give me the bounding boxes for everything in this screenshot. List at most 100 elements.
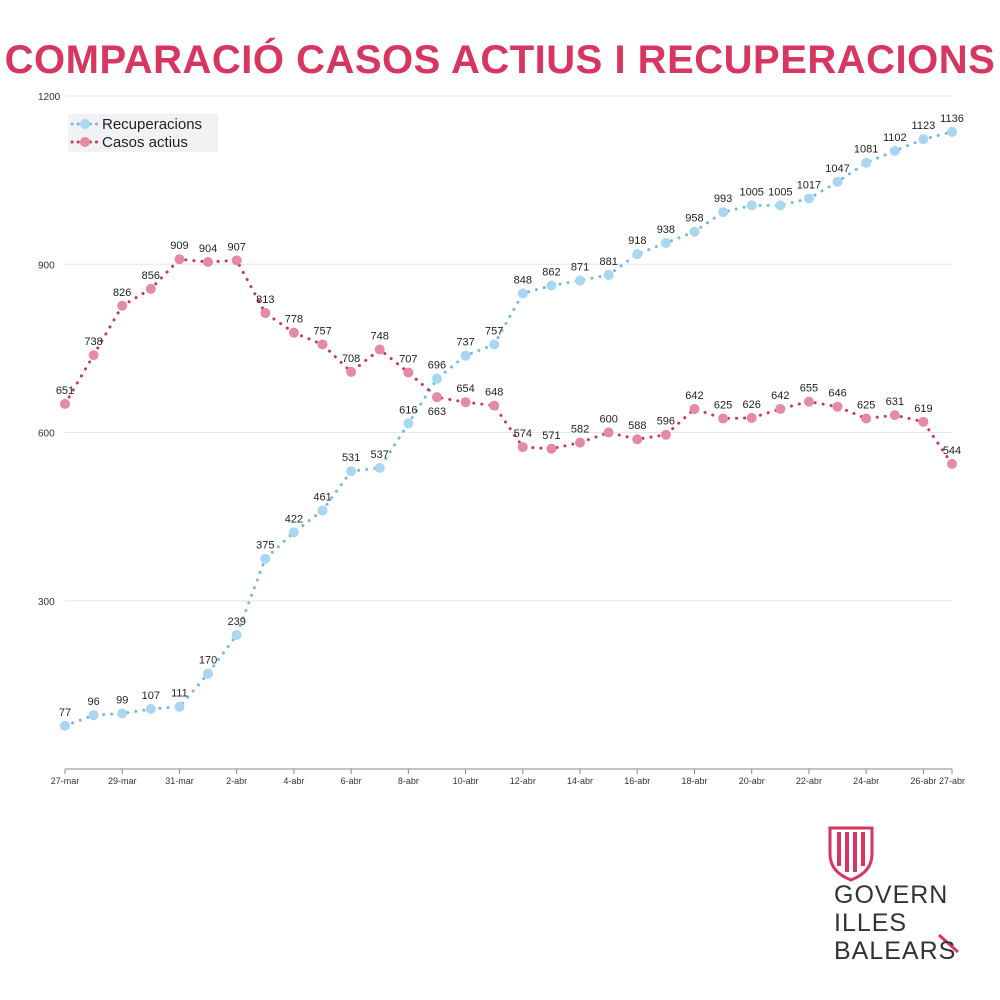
data-point-casos-actius <box>947 458 957 469</box>
data-label-casos-actius: 588 <box>628 420 646 432</box>
data-point-casos-actius <box>603 427 614 438</box>
data-label-casos-actius: 738 <box>84 336 102 348</box>
data-label-casos-actius: 757 <box>313 325 331 337</box>
legend-label-casos-actius: Casos actius <box>102 134 188 151</box>
data-label-recuperacions: 1081 <box>854 144 878 156</box>
data-label-recuperacions: 958 <box>685 213 703 225</box>
chart-title: COMPARACIÓ CASOS ACTIUS I RECUPERACIONS <box>4 38 996 82</box>
x-tick-label: 26-abr <box>910 776 936 786</box>
series-line-recuperacions <box>63 130 954 728</box>
balearic-coat-of-arms-icon <box>828 826 874 882</box>
data-point-casos-actius <box>117 300 128 311</box>
data-point-casos-actius <box>346 366 357 377</box>
series-layer <box>60 126 957 731</box>
x-tick-label: 12-abr <box>510 776 536 786</box>
data-label-recuperacions: 1102 <box>883 132 907 144</box>
data-point-recuperacions <box>832 176 843 187</box>
data-label-casos-actius: 826 <box>113 287 131 299</box>
data-point-casos-actius <box>317 339 328 350</box>
data-label-casos-actius: 907 <box>227 241 245 253</box>
data-point-recuperacions <box>803 193 814 204</box>
data-label-casos-actius: 625 <box>857 399 875 411</box>
data-point-recuperacions <box>718 207 729 218</box>
data-point-recuperacions <box>775 200 786 211</box>
data-label-recuperacions: 848 <box>514 274 532 286</box>
data-label-recuperacions: 537 <box>371 449 389 461</box>
data-point-casos-actius <box>660 429 671 440</box>
data-label-recuperacions: 1047 <box>825 163 849 175</box>
data-point-casos-actius <box>489 400 500 411</box>
data-label-casos-actius: 813 <box>256 294 274 306</box>
axes: 300 600 900 1200 27-mar 29-mar 31-mar 2-abr 4-ab… <box>38 92 965 786</box>
data-point-casos-actius <box>403 367 414 378</box>
data-label-recuperacions: 170 <box>199 655 217 667</box>
y-tick-label: 1200 <box>38 92 61 103</box>
data-point-recuperacions <box>947 126 957 137</box>
x-tick-label: 6-abr <box>341 776 362 786</box>
data-label-casos-actius: 708 <box>342 353 360 365</box>
data-point-casos-actius <box>632 434 643 445</box>
series-recuperacions <box>60 126 957 731</box>
data-label-casos-actius: 654 <box>456 383 474 395</box>
data-label-recuperacions: 871 <box>571 262 589 274</box>
series-line-casos-actius <box>63 257 954 466</box>
data-label-casos-actius: 619 <box>914 403 932 415</box>
data-point-recuperacions <box>460 350 471 361</box>
data-label-recuperacions: 99 <box>116 694 128 706</box>
data-label-recuperacions: 737 <box>456 337 474 349</box>
x-tick-label: 20-abr <box>739 776 765 786</box>
govern-logo <box>828 826 960 954</box>
data-point-casos-actius <box>60 398 70 409</box>
y-tick-label: 600 <box>38 429 55 440</box>
data-label-casos-actius: 663 <box>428 406 446 418</box>
data-point-recuperacions <box>889 145 900 156</box>
x-tick-label: 31-mar <box>165 776 194 786</box>
data-point-recuperacions <box>60 720 70 731</box>
data-point-casos-actius <box>775 403 786 414</box>
x-tick-label: 8-abr <box>398 776 419 786</box>
data-point-casos-actius <box>88 350 99 361</box>
data-label-casos-actius: 625 <box>714 399 732 411</box>
data-label-casos-actius: 904 <box>199 243 217 255</box>
data-point-casos-actius <box>546 443 557 454</box>
logo-line-illes: ILLES <box>834 909 908 937</box>
data-label-casos-actius: 544 <box>943 445 961 457</box>
data-point-recuperacions <box>517 288 528 299</box>
data-label-casos-actius: 600 <box>599 414 617 426</box>
logo-line-balears: BALEARS <box>834 937 957 965</box>
data-point-casos-actius <box>231 255 242 266</box>
data-point-recuperacions <box>660 237 671 248</box>
data-point-casos-actius <box>575 437 586 448</box>
data-point-recuperacions <box>632 249 643 260</box>
data-label-recuperacions: 111 <box>171 688 188 700</box>
data-point-casos-actius <box>718 413 729 424</box>
data-label-recuperacions: 1005 <box>739 186 763 198</box>
data-point-recuperacions <box>918 134 929 145</box>
data-label-recuperacions: 938 <box>657 224 675 236</box>
data-label-casos-actius: 626 <box>743 399 761 411</box>
data-label-recuperacions: 422 <box>285 513 303 525</box>
data-label-casos-actius: 778 <box>285 314 303 326</box>
data-label-recuperacions: 757 <box>485 325 503 337</box>
data-label-casos-actius: 648 <box>485 387 503 399</box>
x-tick-label: 27-mar <box>51 776 80 786</box>
data-label-casos-actius: 707 <box>399 353 417 365</box>
line-chart: 300 600 900 1200 27-mar 29-mar 31-mar 2-abr 4-ab… <box>38 92 965 786</box>
data-label-recuperacions: 107 <box>142 690 160 702</box>
data-point-recuperacions <box>260 553 271 564</box>
data-point-recuperacions <box>374 462 385 473</box>
data-point-recuperacions <box>546 280 557 291</box>
data-point-recuperacions <box>88 710 99 721</box>
data-label-recuperacions: 239 <box>227 616 245 628</box>
data-label-casos-actius: 655 <box>800 383 818 395</box>
data-point-recuperacions <box>689 226 700 237</box>
logo-slash <box>937 933 960 954</box>
x-tick-label: 22-abr <box>796 776 822 786</box>
data-label-recuperacions: 616 <box>399 405 417 417</box>
data-point-recuperacions <box>431 373 442 384</box>
data-point-recuperacions <box>288 527 299 538</box>
data-point-recuperacions <box>403 418 414 429</box>
data-label-recuperacions: 881 <box>599 256 617 268</box>
data-label-recuperacions: 96 <box>87 696 99 708</box>
